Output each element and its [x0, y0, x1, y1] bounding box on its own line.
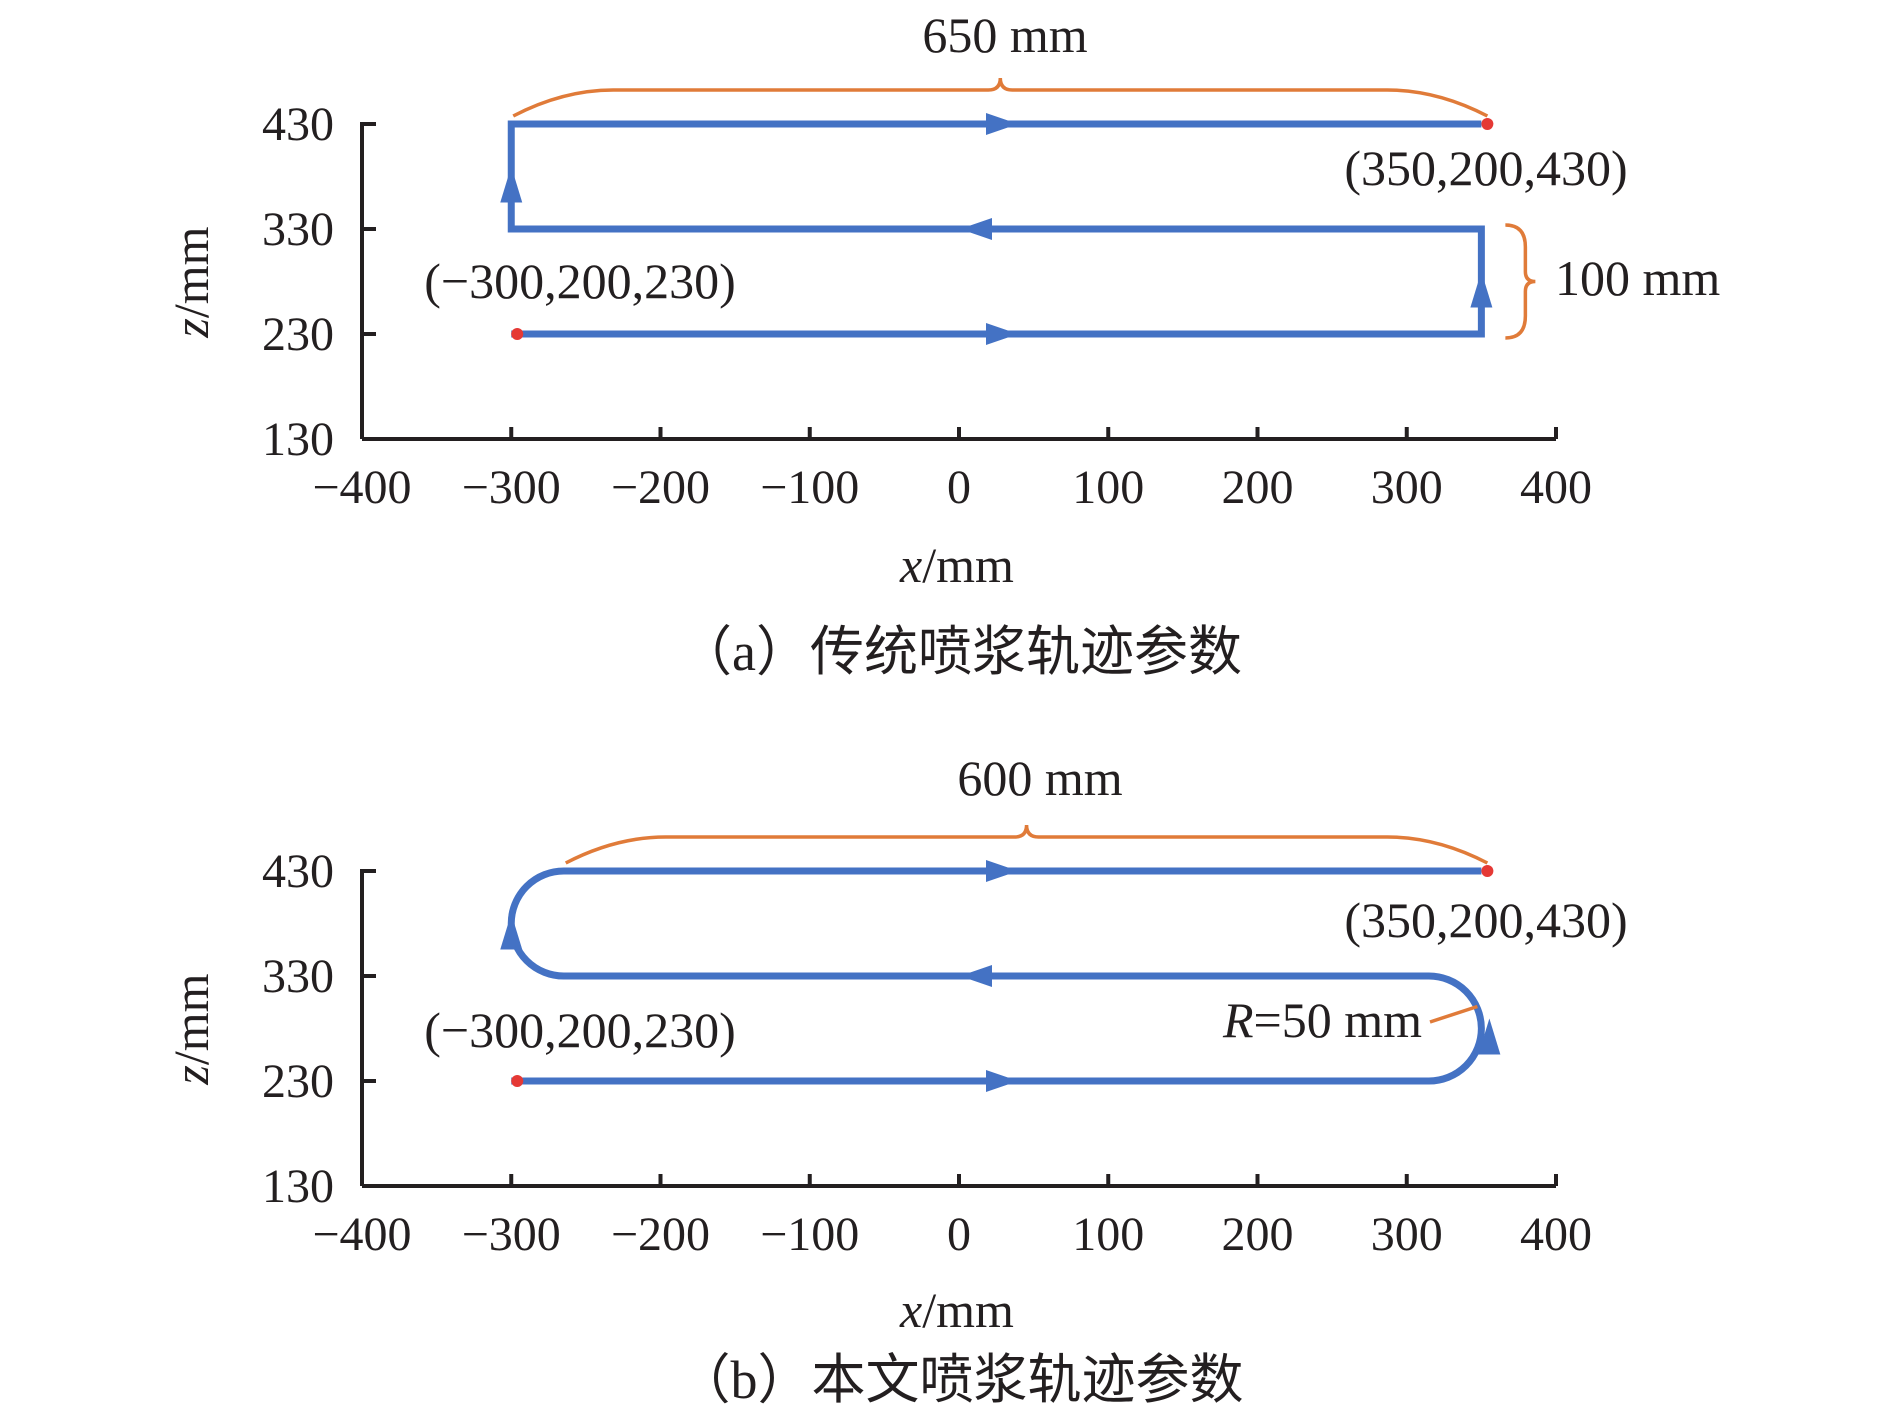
- x-tick-label: −400: [312, 461, 411, 514]
- direction-arrow: [986, 1070, 1018, 1092]
- end-point-marker: [1481, 865, 1494, 877]
- x-tick-label: 200: [1222, 1208, 1294, 1261]
- x-tick-label: 400: [1520, 1208, 1592, 1261]
- y-tick-label: 430: [262, 98, 334, 151]
- x-tick-label: 400: [1520, 461, 1592, 514]
- start-point-label: (−300,200,230): [424, 1002, 736, 1058]
- end-point-label: (350,200,430): [1344, 892, 1627, 948]
- y-tick-label: 130: [262, 413, 334, 466]
- x-tick-label: 300: [1371, 461, 1443, 514]
- start-point-label: (−300,200,230): [424, 253, 736, 309]
- x-tick-label: 0: [947, 461, 971, 514]
- panel-b-path-group: [500, 824, 1501, 1092]
- y-tick-label: 230: [262, 1055, 334, 1108]
- start-point-marker: [511, 1075, 524, 1087]
- direction-arrow: [960, 218, 992, 240]
- y-tick-label: 330: [262, 203, 334, 256]
- direction-arrow: [500, 166, 523, 203]
- direction-arrow: [1470, 271, 1493, 308]
- width-annotation: 600 mm: [957, 750, 1122, 806]
- end-point-label: (350,200,430): [1344, 140, 1627, 196]
- y-tick-label: 230: [262, 308, 334, 361]
- x-axis-title: x/mm: [899, 1282, 1014, 1338]
- start-point-marker: [511, 328, 524, 340]
- panel-b: −400 −300 −200 −100 0 100 200 300 400 130 230 330 43…: [163, 750, 1628, 1409]
- y-tick-label: 130: [262, 1160, 334, 1213]
- panel-a-ticks: −400 −300 −200 −100 0 100 200 300 400 130 230 330 43…: [262, 98, 1592, 514]
- y-tick-label: 330: [262, 950, 334, 1003]
- radius-leader-line: [1429, 1004, 1478, 1024]
- direction-arrow: [1478, 1018, 1501, 1055]
- x-tick-label: −100: [760, 461, 859, 514]
- width-brace: [512, 77, 1489, 118]
- x-tick-label: −300: [462, 461, 561, 514]
- x-tick-label: 100: [1072, 1208, 1144, 1261]
- spacing-brace: [1505, 223, 1536, 340]
- panel-a: −400 −300 −200 −100 0 100 200 300 400 130 230 330 43…: [163, 7, 1720, 682]
- direction-arrow: [986, 113, 1018, 135]
- direction-arrow: [960, 965, 992, 987]
- end-point-marker: [1481, 118, 1494, 130]
- x-tick-label: −200: [611, 461, 710, 514]
- panel-a-caption: （a）传统喷浆轨迹参数: [678, 622, 1242, 682]
- x-tick-label: 200: [1222, 461, 1294, 514]
- radius-annotation: R=50 mm: [1222, 992, 1422, 1048]
- x-tick-label: −300: [462, 1208, 561, 1261]
- direction-arrow: [986, 323, 1018, 345]
- direction-arrow: [986, 860, 1018, 882]
- x-tick-label: 300: [1371, 1208, 1443, 1261]
- spacing-annotation: 100 mm: [1555, 250, 1720, 306]
- x-tick-label: 100: [1072, 461, 1144, 514]
- x-tick-label: −400: [312, 1208, 411, 1261]
- direction-arrow: [500, 913, 523, 950]
- trajectory-line: [507, 867, 1485, 1085]
- trajectory-line: [507, 120, 1485, 338]
- x-tick-label: −200: [611, 1208, 710, 1261]
- y-tick-label: 430: [262, 845, 334, 898]
- panel-b-ticks: −400 −300 −200 −100 0 100 200 300 400 130 230 330 43…: [262, 845, 1592, 1261]
- x-tick-label: −100: [760, 1208, 859, 1261]
- width-annotation: 650 mm: [922, 7, 1087, 63]
- width-brace: [564, 824, 1489, 865]
- y-axis-title: z/mm: [163, 226, 219, 338]
- y-axis-title: z/mm: [163, 973, 219, 1085]
- x-axis-title: x/mm: [899, 537, 1014, 593]
- panel-b-caption: （b）本文喷浆轨迹参数: [677, 1350, 1244, 1409]
- x-tick-label: 0: [947, 1208, 971, 1261]
